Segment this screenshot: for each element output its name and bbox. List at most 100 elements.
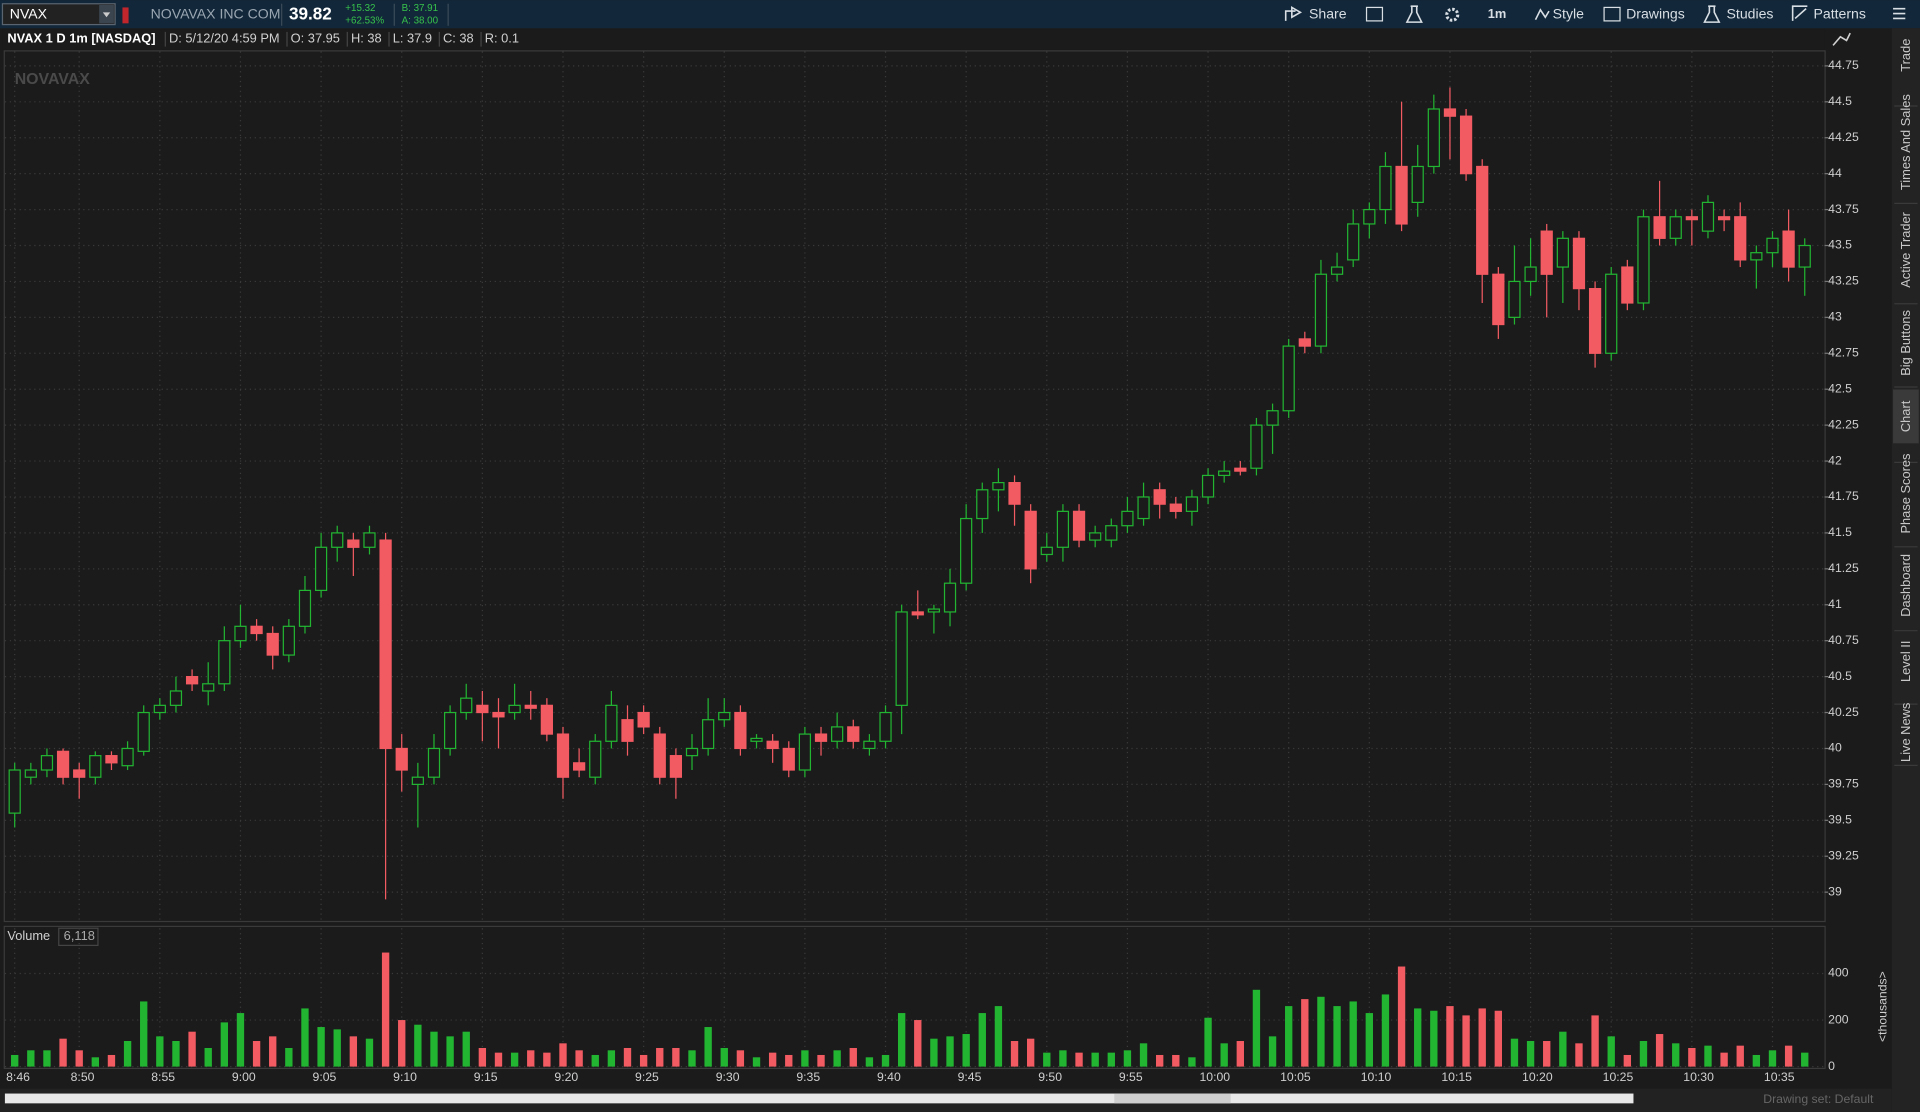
patterns-icon[interactable] — [1791, 5, 1808, 21]
side-tab[interactable]: Live News — [1898, 703, 1913, 762]
volume-bar — [914, 1020, 922, 1067]
bar-info: D: 5/12/20 4:59 PM O: 37.95 H: 38 L: 37.9 C:… — [164, 31, 519, 47]
timeframe-button[interactable]: 1m — [1488, 6, 1507, 21]
scrollbar-track[interactable] — [4, 1093, 1634, 1104]
candle-body — [40, 755, 54, 771]
x-tick-label: 10:00 — [1199, 1070, 1230, 1084]
candle-body — [1572, 237, 1586, 290]
candle-body — [1185, 496, 1199, 512]
volume-bar — [75, 1050, 83, 1067]
flask-button[interactable] — [1405, 5, 1423, 23]
volume-bar — [317, 1027, 325, 1067]
volume-bar — [236, 1013, 245, 1067]
volume-bar — [543, 1052, 551, 1067]
side-tab[interactable]: Chart — [1898, 400, 1913, 432]
candle-body — [1524, 266, 1537, 283]
candle-body — [105, 755, 118, 764]
side-tab[interactable]: Big Buttons — [1898, 310, 1913, 376]
x-tick-label: 10:25 — [1603, 1070, 1634, 1084]
volume-bar — [1591, 1015, 1599, 1067]
volume-bar — [1559, 1031, 1567, 1067]
volume-bar — [1123, 1050, 1132, 1067]
patterns-button[interactable]: Patterns — [1813, 5, 1865, 21]
volume-bar — [1526, 1041, 1535, 1067]
x-tick-label: 9:10 — [393, 1070, 417, 1084]
volume-bar — [817, 1054, 825, 1067]
symbol-box[interactable] — [1, 3, 116, 26]
x-tick-label: 8:46 — [6, 1070, 30, 1084]
candle-body — [24, 769, 37, 778]
candle-body — [943, 582, 957, 613]
volume-bar — [285, 1047, 293, 1067]
candle-body — [218, 640, 231, 685]
candle-body — [653, 733, 666, 778]
x-tick-label: 9:45 — [958, 1070, 982, 1084]
candle-body — [1717, 216, 1731, 221]
candle-body — [1105, 525, 1118, 541]
candle-body — [1218, 470, 1231, 477]
volume-bar — [1236, 1041, 1244, 1067]
studies-icon[interactable] — [1703, 5, 1721, 23]
style-icon[interactable] — [1534, 8, 1550, 21]
volume-value-box — [58, 927, 99, 946]
volume-bar — [1543, 1041, 1551, 1067]
volume-bar — [1672, 1043, 1680, 1067]
volume-bar — [220, 1022, 229, 1067]
volume-bar — [123, 1041, 132, 1067]
volume-bar — [188, 1031, 196, 1067]
side-tab[interactable]: Level II — [1898, 641, 1913, 682]
link-flag[interactable] — [122, 7, 129, 24]
volume-bar — [639, 1054, 648, 1067]
volume-bar — [1139, 1043, 1148, 1067]
candle-body — [1459, 115, 1473, 175]
candle-body — [1072, 510, 1086, 541]
volume-bar — [1075, 1052, 1083, 1067]
volume-bar — [1752, 1054, 1761, 1067]
y-tick-label: 39.25 — [1828, 848, 1859, 862]
share-button[interactable]: Share — [1309, 5, 1347, 21]
candle-body — [185, 675, 199, 685]
volume-bar — [1414, 1008, 1422, 1067]
side-tab[interactable]: Active Trader — [1898, 211, 1913, 287]
studies-button[interactable]: Studies — [1727, 5, 1774, 21]
volume-bar — [1059, 1050, 1067, 1067]
candle-body — [1330, 266, 1344, 275]
candle-body — [1637, 216, 1650, 304]
candle-body — [1347, 223, 1360, 261]
candle-body — [1492, 273, 1505, 326]
volume-bar — [897, 1013, 906, 1067]
y-tick-label: 40.5 — [1828, 669, 1852, 683]
style-button[interactable]: Style — [1553, 5, 1584, 21]
symbol[interactable]: NVAX — [10, 5, 48, 21]
scrollbar-thumb[interactable] — [1114, 1093, 1231, 1104]
side-tab[interactable]: Dashboard — [1898, 554, 1913, 617]
candle-body — [363, 532, 376, 548]
volume-bar — [349, 1036, 358, 1067]
volume-bar — [978, 1013, 986, 1067]
candle-body — [1363, 208, 1376, 225]
side-tab[interactable]: Phase Scores — [1898, 454, 1913, 534]
candle-body — [1443, 108, 1457, 117]
drawings-icon[interactable] — [1603, 6, 1621, 22]
volume-bar — [1607, 1036, 1615, 1067]
volume-bar — [575, 1050, 583, 1067]
chart-title: NVAX 1 D 1m [NASDAQ] — [7, 31, 155, 46]
menu-button[interactable] — [1893, 7, 1906, 20]
volume-bar — [768, 1052, 777, 1067]
volume-bar — [398, 1020, 406, 1067]
candle-body — [1734, 216, 1747, 261]
volume-bar — [607, 1050, 616, 1067]
candle-body — [1056, 510, 1070, 548]
drawings-button[interactable]: Drawings — [1626, 5, 1685, 21]
chart-header — [2, 29, 1825, 50]
share-icon[interactable] — [1284, 6, 1303, 21]
candle-body — [1605, 273, 1618, 354]
candle-body — [847, 726, 860, 742]
side-tab[interactable]: Trade — [1898, 39, 1913, 72]
candle-body — [814, 733, 828, 742]
side-tab[interactable]: Times And Sales — [1898, 94, 1913, 190]
volume-bar — [1768, 1050, 1777, 1067]
drawing-tool-icon[interactable] — [1832, 32, 1851, 46]
compare-button[interactable] — [1365, 6, 1384, 22]
settings-button[interactable] — [1445, 7, 1460, 22]
